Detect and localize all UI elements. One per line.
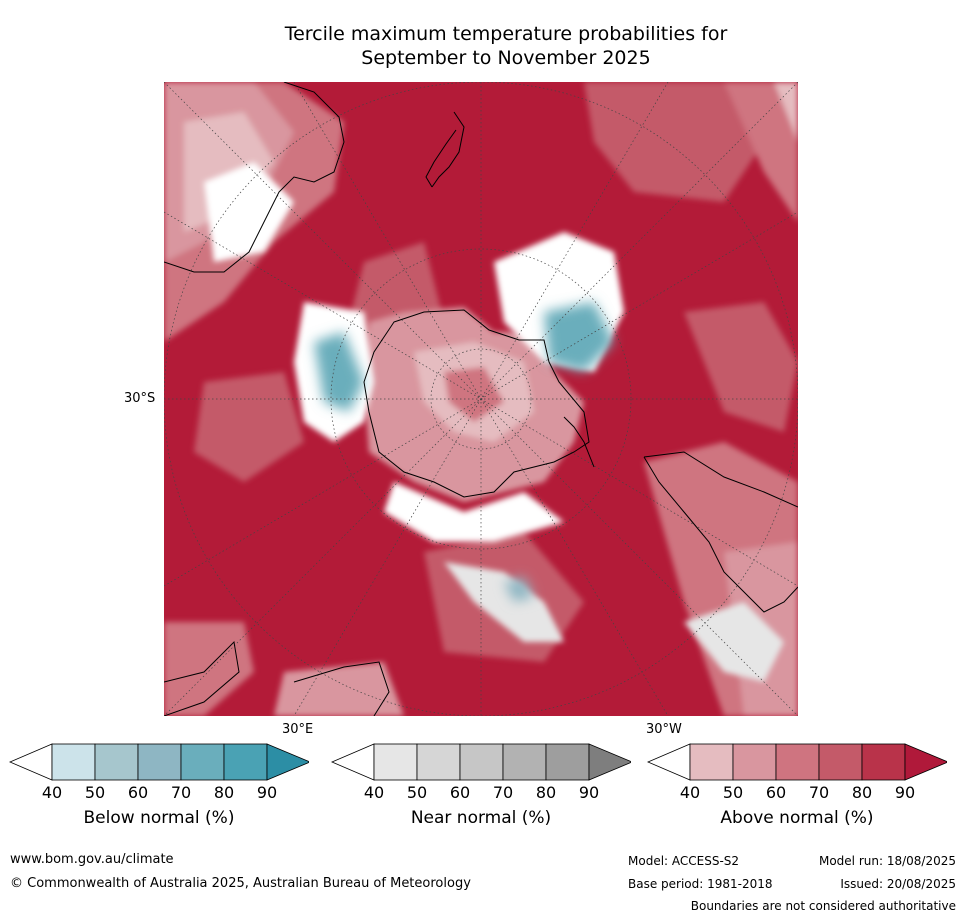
colorbar-near-normal-tick-80: 80 [536, 783, 556, 802]
colorbar-below-normal-box-80 [224, 744, 267, 780]
colorbar-below-normal-tick-50: 50 [85, 783, 105, 802]
colorbar-below-normal-tick-70: 70 [171, 783, 191, 802]
colorbar-near-normal-tick-40: 40 [364, 783, 384, 802]
colorbar-above-normal-tick-60: 60 [766, 783, 786, 802]
colorbar-above-normal-tick-40: 40 [680, 783, 700, 802]
colorbar-near-normal-high-extend [589, 744, 631, 780]
colorbar-above-normal-box-60 [776, 744, 819, 780]
colorbar-above-normal-tick-90: 90 [895, 783, 915, 802]
copyright-text: © Commonwealth of Australia 2025, Austra… [10, 876, 471, 891]
colorbar-below-normal-box-50 [95, 744, 138, 780]
colorbar-above-normal-box-80 [862, 744, 905, 780]
colorbar-below-normal-tick-90: 90 [257, 783, 277, 802]
colorbar-above-normal: 40 50 60 70 80 90 Above normal (%) [647, 743, 947, 843]
colorbar-below-normal-box-40 [52, 744, 95, 780]
website-link[interactable]: www.bom.gov.au/climate [10, 852, 174, 867]
colorbar-near-normal: 40 50 60 70 80 90 Near normal (%) [331, 743, 631, 843]
colorbar-above-normal-low-extend [648, 744, 690, 780]
colorbar-below-normal-box-70 [181, 744, 224, 780]
colorbar-near-normal-swatches [331, 743, 631, 783]
colorbar-below-normal-swatches [9, 743, 309, 783]
colorbar-below-normal-ticks: 40 50 60 70 80 90 [9, 783, 309, 803]
colorbar-above-normal-box-50 [733, 744, 776, 780]
colorbar-below-normal-high-extend [267, 744, 309, 780]
map-svg [164, 82, 798, 716]
colorbar-near-normal-box-60 [460, 744, 503, 780]
disclaimer-text: Boundaries are not considered authoritat… [691, 899, 956, 913]
lon-label-30w: 30°W [646, 722, 682, 737]
base-period-text: Base period: 1981-2018 [628, 877, 773, 891]
colorbar-near-normal-box-50 [417, 744, 460, 780]
colorbar-near-normal-tick-50: 50 [407, 783, 427, 802]
colorbar-above-normal-high-extend [905, 744, 947, 780]
colorbar-near-normal-box-80 [546, 744, 589, 780]
colorbar-near-normal-low-extend [332, 744, 374, 780]
colorbar-above-normal-tick-70: 70 [809, 783, 829, 802]
colorbar-above-normal-box-70 [819, 744, 862, 780]
title-line-2: September to November 2025 [160, 46, 852, 70]
colorbar-near-normal-ticks: 40 50 60 70 80 90 [331, 783, 631, 803]
colorbar-near-normal-box-70 [503, 744, 546, 780]
colorbar-above-normal-label: Above normal (%) [647, 808, 947, 828]
lat-label-30s: 30°S [124, 391, 155, 406]
colorbar-below-normal-tick-40: 40 [42, 783, 62, 802]
colorbar-near-normal-box-40 [374, 744, 417, 780]
colorbar-below-normal: 40 50 60 70 80 90 Below normal (%) [9, 743, 309, 843]
colorbar-near-normal-tick-70: 70 [493, 783, 513, 802]
title-line-1: Tercile maximum temperature probabilitie… [160, 22, 852, 46]
colorbar-near-normal-label: Near normal (%) [331, 808, 631, 828]
model-text: Model: ACCESS-S2 [628, 854, 739, 868]
chart-title: Tercile maximum temperature probabilitie… [160, 22, 852, 70]
colorbar-above-normal-ticks: 40 50 60 70 80 90 [647, 783, 947, 803]
colorbar-above-normal-tick-50: 50 [723, 783, 743, 802]
colorbar-below-normal-tick-60: 60 [128, 783, 148, 802]
colorbar-above-normal-box-40 [690, 744, 733, 780]
probability-map [164, 82, 798, 716]
colorbar-above-normal-tick-80: 80 [852, 783, 872, 802]
lon-label-30e: 30°E [282, 722, 313, 737]
colorbar-near-normal-tick-90: 90 [579, 783, 599, 802]
model-run-text: Model run: 18/08/2025 [819, 854, 956, 868]
colorbar-above-normal-swatches [647, 743, 947, 783]
issued-text: Issued: 20/08/2025 [840, 877, 956, 891]
colorbar-below-normal-box-60 [138, 744, 181, 780]
colorbar-below-normal-tick-80: 80 [214, 783, 234, 802]
colorbar-below-normal-label: Below normal (%) [9, 808, 309, 828]
colorbar-near-normal-tick-60: 60 [450, 783, 470, 802]
colorbar-below-normal-low-extend [10, 744, 52, 780]
